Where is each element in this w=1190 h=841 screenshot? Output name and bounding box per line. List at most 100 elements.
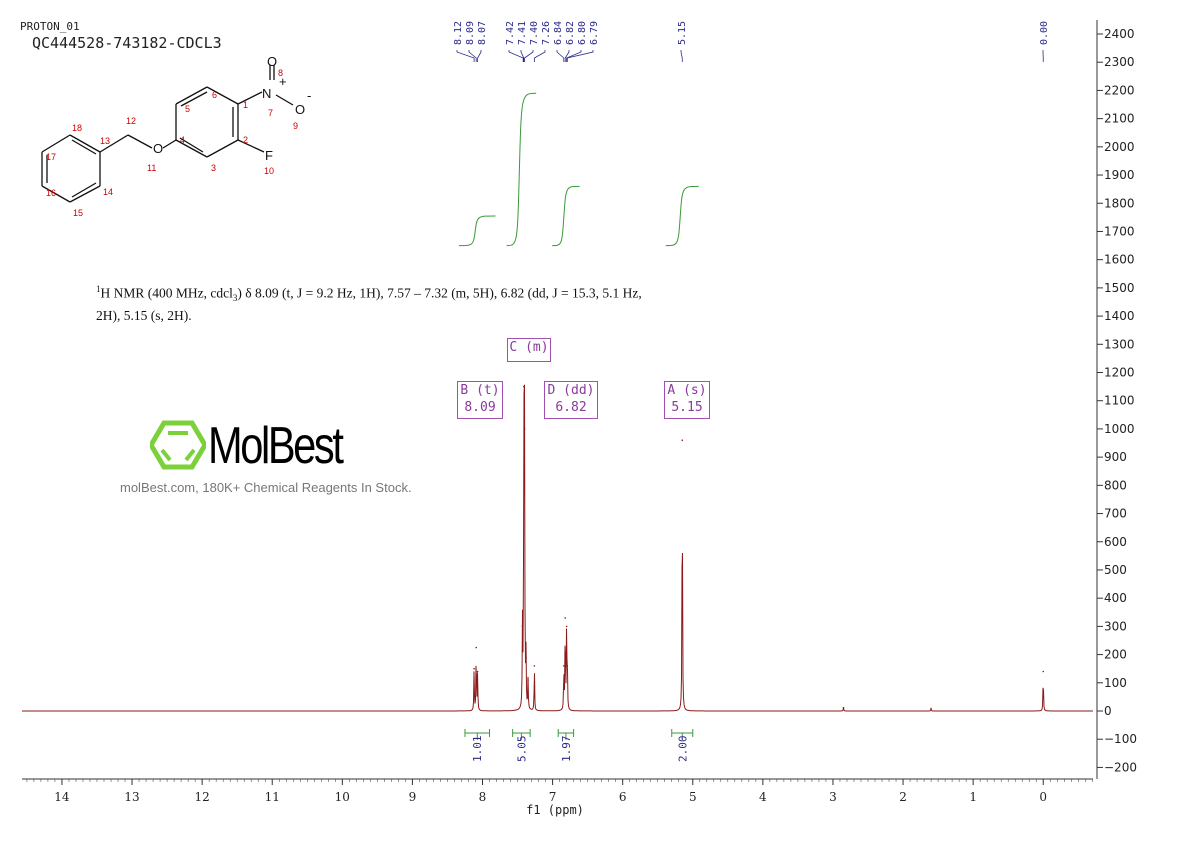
integral-bracket bbox=[512, 729, 531, 740]
peak-label: 6.80 bbox=[577, 21, 588, 45]
atom-number: 13 bbox=[100, 136, 110, 146]
atom-number: 1 bbox=[243, 100, 248, 110]
sample-name: QC444528-743182-CDCL3 bbox=[32, 34, 222, 52]
bond bbox=[275, 94, 294, 106]
bond bbox=[179, 137, 204, 153]
atom-number: 4 bbox=[180, 135, 185, 145]
bond bbox=[41, 134, 71, 153]
y-tick-label: 100 bbox=[1104, 676, 1127, 690]
multiplet-box-b: B (t) 8.09 bbox=[457, 381, 503, 419]
multiplet-label: D (dd) bbox=[547, 383, 595, 398]
peak-label-leader bbox=[468, 50, 477, 62]
peak-marker bbox=[930, 707, 932, 710]
peak-marker bbox=[527, 679, 529, 681]
atom-symbol: O bbox=[153, 141, 163, 156]
atom-symbol: N bbox=[262, 86, 271, 101]
integral-curve bbox=[552, 185, 580, 247]
multiplet-shift: 6.82 bbox=[555, 400, 587, 415]
x-tick-label: 6 bbox=[619, 790, 627, 804]
x-tick-label: 3 bbox=[829, 790, 837, 804]
peak-label: 7.40 bbox=[529, 21, 540, 45]
y-tick-label: 1700 bbox=[1104, 224, 1135, 238]
y-tick-label: 2300 bbox=[1104, 55, 1135, 69]
x-tick-label: 7 bbox=[549, 790, 557, 804]
peak-marker bbox=[523, 428, 526, 430]
molbest-logo-icon bbox=[150, 420, 206, 470]
atom-number: 10 bbox=[264, 166, 274, 176]
atom-number: 17 bbox=[46, 152, 56, 162]
y-tick-label: 1100 bbox=[1104, 394, 1135, 408]
bond bbox=[69, 185, 101, 203]
peak-label-leader bbox=[680, 50, 683, 62]
experiment-name: PROTON_01 bbox=[20, 20, 80, 33]
x-tick-label: 8 bbox=[479, 790, 487, 804]
atom-number: 7 bbox=[268, 108, 273, 118]
x-tick-label: 13 bbox=[124, 790, 139, 804]
integral-bracket bbox=[671, 729, 694, 740]
atom-number: 11 bbox=[147, 163, 156, 173]
x-tick-label: 2 bbox=[899, 790, 907, 804]
desc-line1-post: ) δ 8.09 (t, J = 9.2 Hz, 1H), 7.57 – 7.3… bbox=[237, 285, 642, 301]
y-tick-label: 1800 bbox=[1104, 196, 1135, 210]
peak-label: 0.00 bbox=[1039, 21, 1050, 45]
peak-label: 8.09 bbox=[465, 21, 476, 45]
bond bbox=[162, 139, 177, 149]
peak-marker bbox=[681, 439, 684, 442]
y-tick-label: 1200 bbox=[1104, 366, 1135, 380]
peak-marker bbox=[476, 670, 479, 673]
peak-label-leader bbox=[508, 50, 524, 62]
y-tick-label: 2200 bbox=[1104, 83, 1135, 97]
bond bbox=[99, 134, 129, 153]
bond bbox=[175, 86, 208, 105]
atom-number: 5 bbox=[185, 104, 190, 114]
x-tick-label: 5 bbox=[689, 790, 697, 804]
peak-label: 7.42 bbox=[505, 21, 516, 45]
peak-label-leader bbox=[566, 50, 582, 62]
atom-number: 18 bbox=[72, 123, 82, 133]
atom-number: 6 bbox=[212, 90, 217, 100]
atom-number: 2 bbox=[243, 135, 248, 145]
x-tick-label: 14 bbox=[54, 790, 70, 804]
atom-symbol: - bbox=[307, 88, 311, 103]
peak-label: 5.15 bbox=[677, 21, 688, 45]
peak-label: 8.07 bbox=[477, 21, 488, 45]
bond bbox=[71, 182, 97, 198]
atom-symbol: O bbox=[267, 54, 277, 69]
peak-label: 7.41 bbox=[517, 21, 528, 45]
peak-label-leader bbox=[566, 50, 594, 62]
multiplet-shift: 5.15 bbox=[671, 400, 703, 415]
y-tick-label: 200 bbox=[1104, 648, 1127, 662]
integral-curve bbox=[458, 215, 496, 247]
y-tick-label: 300 bbox=[1104, 619, 1127, 633]
peak-marker bbox=[521, 625, 524, 628]
bond bbox=[41, 185, 71, 203]
watermark-brand: MolBest bbox=[208, 417, 344, 475]
bond bbox=[206, 139, 239, 158]
multiplet-box-d: D (dd) 6.82 bbox=[544, 381, 598, 419]
peak-marker bbox=[525, 656, 527, 659]
integral-curve bbox=[665, 185, 699, 247]
atom-number: 15 bbox=[73, 208, 83, 218]
x-tick-label: 12 bbox=[194, 790, 209, 804]
peak-marker bbox=[842, 706, 845, 709]
peak-marker bbox=[563, 665, 565, 667]
peak-label: 6.79 bbox=[589, 21, 600, 45]
y-tick-label: −200 bbox=[1104, 760, 1137, 774]
peak-marker bbox=[565, 625, 568, 628]
x-tick-label: 9 bbox=[409, 790, 417, 804]
atom-number: 9 bbox=[293, 121, 298, 131]
y-tick-label: 2400 bbox=[1104, 27, 1135, 41]
bond bbox=[175, 139, 208, 158]
multiplet-shift: 8.09 bbox=[464, 400, 496, 415]
atom-number: 8 bbox=[278, 68, 283, 78]
bond bbox=[237, 139, 265, 153]
peak-marker bbox=[1042, 670, 1045, 673]
integral-value: 1.01 bbox=[471, 736, 484, 763]
y-tick-label: 1500 bbox=[1104, 281, 1135, 295]
desc-line1-pre: H NMR (400 MHz, cdcl bbox=[100, 285, 233, 301]
atom-symbol: O bbox=[295, 102, 305, 117]
integral-curve bbox=[506, 92, 537, 247]
multiplet-label: C (m) bbox=[509, 340, 549, 355]
multiplet-label: B (t) bbox=[460, 383, 500, 398]
